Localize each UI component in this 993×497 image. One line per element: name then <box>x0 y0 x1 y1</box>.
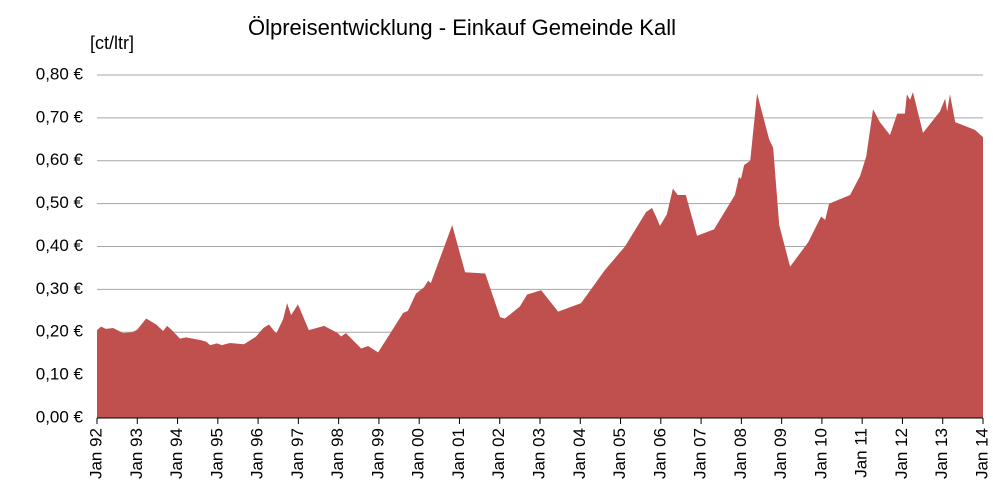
x-tick-label: Jan 05 <box>610 428 629 479</box>
x-tick-label: Jan 98 <box>328 428 347 479</box>
y-tick-label: 0,10 € <box>36 365 84 384</box>
chart-title: Ölpreisentwicklung - Einkauf Gemeinde Ka… <box>248 15 676 40</box>
y-tick-label: 0,70 € <box>36 107 84 126</box>
y-tick-label: 0,60 € <box>36 150 84 169</box>
x-tick-label: Jan 02 <box>489 428 508 479</box>
x-tick-label: Jan 93 <box>127 428 146 479</box>
x-tick-label: Jan 99 <box>368 428 387 479</box>
y-tick-label: 0,40 € <box>36 236 84 255</box>
x-tick-label: Jan 10 <box>811 428 830 479</box>
x-tick-label: Jan 95 <box>207 428 226 479</box>
x-tick-label: Jan 03 <box>529 428 548 479</box>
x-tick-label: Jan 97 <box>288 428 307 479</box>
y-tick-label: 0,80 € <box>36 64 84 83</box>
y-tick-label: 0,20 € <box>36 322 84 341</box>
area <box>97 92 983 419</box>
x-tick-label: Jan 09 <box>771 428 790 479</box>
x-tick-label: Jan 06 <box>650 428 669 479</box>
x-tick-label: Jan 08 <box>731 428 750 479</box>
y-axis-label: [ct/ltr] <box>90 33 134 53</box>
y-tick-label: 0,30 € <box>36 279 84 298</box>
x-tick-label: Jan 94 <box>167 428 186 479</box>
x-tick-label: Jan 04 <box>570 428 589 479</box>
x-tick-label: Jan 92 <box>86 428 105 479</box>
y-tick-label: 0,50 € <box>36 193 84 212</box>
x-tick-label: Jan 14 <box>972 428 991 479</box>
x-tick-label: Jan 13 <box>932 428 951 479</box>
x-tick-label: Jan 11 <box>852 428 871 478</box>
x-tick-label: Jan 00 <box>409 428 428 479</box>
x-tick-label: Jan 07 <box>691 428 710 479</box>
x-tick-label: Jan 01 <box>449 428 468 479</box>
x-tick-label: Jan 96 <box>248 428 267 479</box>
y-tick-label: 0,00 € <box>36 407 84 426</box>
x-tick-label: Jan 12 <box>892 428 911 479</box>
